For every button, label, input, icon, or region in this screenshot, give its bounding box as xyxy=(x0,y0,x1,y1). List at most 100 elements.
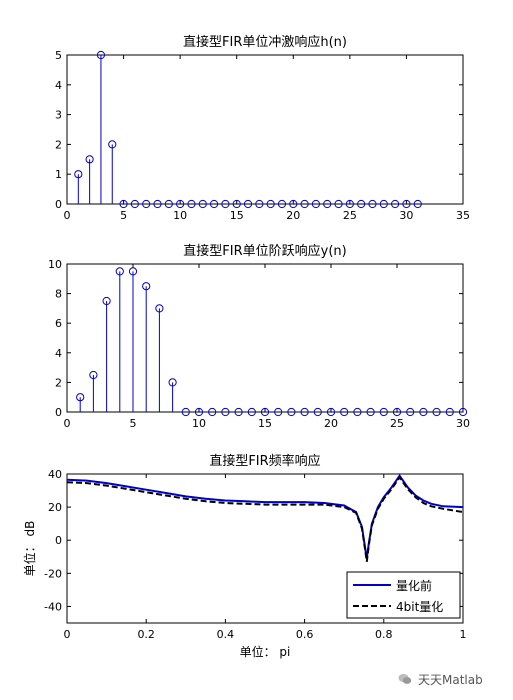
stem-marker xyxy=(379,199,388,209)
series-line-2 xyxy=(67,475,463,562)
stem-marker xyxy=(419,407,428,417)
stem-marker xyxy=(345,199,354,209)
stem-marker xyxy=(277,199,287,209)
stem-marker xyxy=(243,199,253,209)
stem-marker xyxy=(445,407,454,417)
x-tick-label: 10 xyxy=(173,209,187,222)
stem-marker xyxy=(181,407,190,417)
y-tick-label: 0 xyxy=(55,198,62,211)
y-tick-label: 8 xyxy=(55,288,62,301)
stem-marker xyxy=(221,407,230,417)
chart-title: 直接型FIR单位阶跃响应y(n) xyxy=(183,243,346,259)
x-tick-label: 35 xyxy=(456,209,470,222)
stem-marker xyxy=(366,407,375,417)
y-axis-label: 单位： dB xyxy=(22,521,37,577)
x-tick-label: 0 xyxy=(64,209,71,222)
stem-marker xyxy=(187,199,196,209)
x-tick-label: 0.2 xyxy=(137,628,155,641)
wechat-icon xyxy=(398,674,412,684)
y-tick-label: 0 xyxy=(55,406,62,419)
stem-marker xyxy=(432,407,441,417)
stem-marker xyxy=(300,407,309,417)
stem-marker xyxy=(176,199,185,209)
x-tick-label: 25 xyxy=(390,417,404,430)
stem-marker xyxy=(119,199,128,209)
legend: 量化前 4bit量化 xyxy=(346,571,461,619)
stem-marker xyxy=(326,407,336,417)
y-tick-label: 40 xyxy=(48,468,62,481)
y-tick-label: 2 xyxy=(55,138,62,151)
stem-marker xyxy=(392,407,402,417)
x-tick-label: 5 xyxy=(120,209,127,222)
stem-marker xyxy=(340,407,349,417)
stem-marker xyxy=(357,199,366,209)
stem-marker xyxy=(458,407,468,417)
x-tick-label: 20 xyxy=(286,209,300,222)
x-tick-label: 0 xyxy=(64,628,71,641)
stem-marker xyxy=(413,199,422,209)
y-tick-label: 2 xyxy=(55,376,62,389)
y-tick-label: 4 xyxy=(55,79,62,92)
axes-box xyxy=(66,263,464,413)
stem-marker xyxy=(96,50,106,60)
x-tick-label: 25 xyxy=(343,209,357,222)
legend-label: 量化前 xyxy=(396,578,432,593)
stem-marker xyxy=(85,155,94,164)
stem-marker xyxy=(247,407,256,417)
stem-marker xyxy=(164,199,173,209)
x-tick-label: 10 xyxy=(192,417,206,430)
x-axis-label: 单位： pi xyxy=(240,644,291,659)
stem-marker xyxy=(334,199,343,209)
stem-marker xyxy=(379,407,388,417)
y-tick-label: 4 xyxy=(55,347,62,360)
stem-marker xyxy=(311,199,321,209)
stem-marker xyxy=(198,199,207,209)
stem-marker xyxy=(289,199,298,209)
y-tick-label: 6 xyxy=(55,317,62,330)
stem-marker xyxy=(323,199,332,209)
stem-marker xyxy=(287,407,296,417)
stem-marker xyxy=(76,393,85,402)
watermark-text: 天天Matlab xyxy=(418,672,483,687)
stem-marker xyxy=(353,407,362,417)
stem-marker xyxy=(130,199,139,209)
stem-marker xyxy=(194,407,204,417)
stem-marker xyxy=(209,199,219,209)
stem-marker xyxy=(368,199,377,209)
stem-marker xyxy=(89,370,98,380)
y-tick-label: 0 xyxy=(55,534,62,547)
stem-marker xyxy=(102,296,111,306)
stem-marker xyxy=(155,304,164,313)
stem-marker xyxy=(232,199,241,209)
stem-marker xyxy=(300,199,309,209)
x-tick-label: 0.8 xyxy=(375,628,393,641)
stem-marker xyxy=(391,199,400,209)
y-tick-label: -20 xyxy=(44,567,62,580)
stem-marker xyxy=(74,170,83,179)
stem-marker xyxy=(153,199,162,209)
chart-title: 直接型FIR频率响应 xyxy=(209,453,320,469)
x-tick-label: 15 xyxy=(230,209,244,222)
stem-marker xyxy=(208,407,217,417)
x-tick-label: 30 xyxy=(399,209,413,222)
chart-2: 0 5 10 15 20 25 30 0 2 4 6 8 10 直接型FIR单位阶跃响应y(n) xyxy=(48,243,470,430)
x-tick-label: 15 xyxy=(258,417,272,430)
axes-box xyxy=(66,54,464,205)
stem-marker xyxy=(274,407,283,417)
x-tick-label: 1 xyxy=(460,628,467,641)
stem-marker xyxy=(168,378,177,387)
watermark: 天天Matlab xyxy=(398,669,483,689)
x-tick-label: 20 xyxy=(324,417,338,430)
x-tick-label: 0.4 xyxy=(217,628,235,641)
legend-box xyxy=(346,571,461,619)
stem-marker xyxy=(260,407,270,417)
stem-marker xyxy=(266,199,275,209)
x-tick-label: 30 xyxy=(456,417,470,430)
stem-marker xyxy=(142,282,151,291)
stem-marker xyxy=(313,407,322,417)
stem-marker xyxy=(115,267,124,276)
stem-marker xyxy=(108,140,117,149)
stem-marker xyxy=(234,407,243,417)
stem-marker xyxy=(128,267,138,276)
